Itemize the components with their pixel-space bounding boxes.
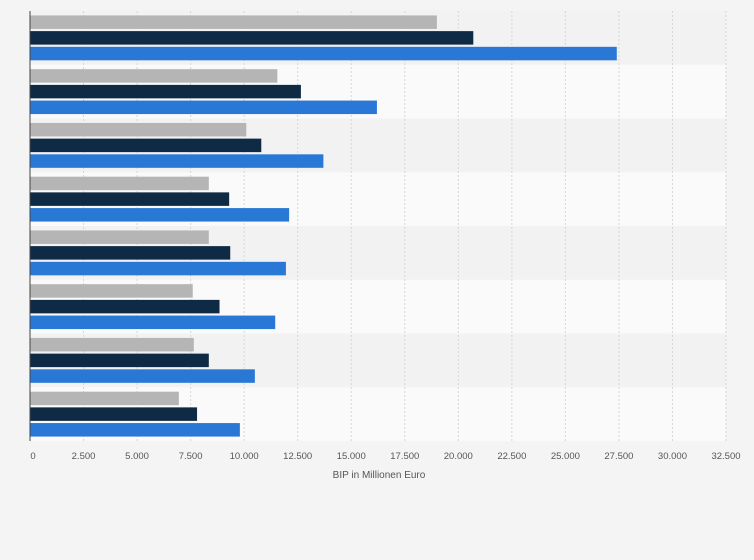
x-axis-title: BIP in Millionen Euro <box>333 470 426 481</box>
bar-series1-category8[interactable] <box>30 391 179 406</box>
x-tick-label-0: 0 <box>30 451 35 462</box>
bar-series3-category3[interactable] <box>30 154 324 168</box>
x-tick-label-11: 27.500 <box>604 451 633 462</box>
x-tick-label-6: 15.000 <box>337 451 366 462</box>
bar-series2-category6[interactable] <box>30 299 220 314</box>
bar-series3-category5[interactable] <box>30 261 286 276</box>
x-tick-label-9: 22.500 <box>497 451 526 462</box>
bar-series3-category8[interactable] <box>30 423 240 437</box>
x-tick-label-3: 7.500 <box>179 451 203 462</box>
bar-series2-category7[interactable] <box>30 353 209 368</box>
x-tick-label-4: 10.000 <box>230 451 259 462</box>
x-tick-label-8: 20.000 <box>444 451 473 462</box>
x-tick-label-12: 30.000 <box>658 451 687 462</box>
bar-series2-category4[interactable] <box>30 192 230 206</box>
bar-series3-category4[interactable] <box>30 208 290 222</box>
bar-series1-category5[interactable] <box>30 230 209 244</box>
bar-series2-category2[interactable] <box>30 84 301 99</box>
bar-series1-category1[interactable] <box>30 15 437 29</box>
x-tick-label-5: 12.500 <box>283 451 312 462</box>
bar-series3-category6[interactable] <box>30 315 276 330</box>
bar-series3-category1[interactable] <box>30 46 617 61</box>
bar-series2-category8[interactable] <box>30 407 198 421</box>
bars <box>30 15 617 437</box>
x-tick-label-1: 2.500 <box>72 451 96 462</box>
bar-series1-category6[interactable] <box>30 284 193 298</box>
x-tick-label-7: 17.500 <box>390 451 419 462</box>
bar-series1-category7[interactable] <box>30 337 194 352</box>
bar-series2-category5[interactable] <box>30 246 231 260</box>
x-tick-label-2: 5.000 <box>125 451 149 462</box>
x-axis-ticks: 0 2.500 5.000 7.500 10.000 12.500 15.000 17.500… <box>30 451 740 462</box>
x-tick-label-10: 25.000 <box>551 451 580 462</box>
bar-series3-category2[interactable] <box>30 100 377 115</box>
bar-series1-category4[interactable] <box>30 176 209 191</box>
x-tick-label-13: 32.500 <box>711 451 740 462</box>
bar-series2-category1[interactable] <box>30 31 474 45</box>
bar-series2-category3[interactable] <box>30 138 262 153</box>
bar-series3-category7[interactable] <box>30 369 255 383</box>
bar-series1-category2[interactable] <box>30 69 278 83</box>
bar-series1-category3[interactable] <box>30 122 247 137</box>
